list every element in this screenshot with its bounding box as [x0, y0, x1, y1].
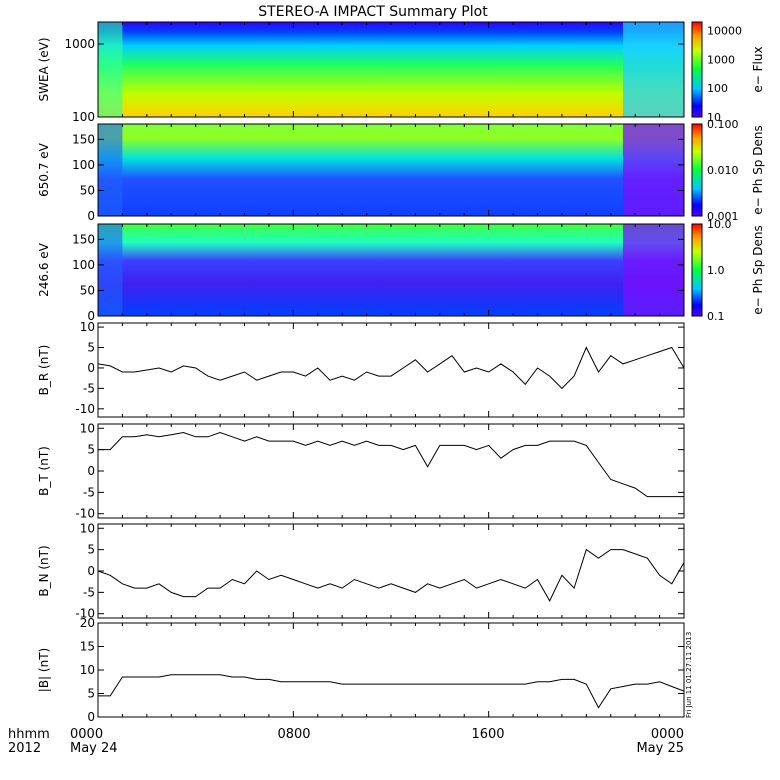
y-tick-label-6-4: 20	[80, 616, 95, 630]
heatmap-late-region-1	[622, 124, 684, 216]
panel-frame-5	[97, 523, 685, 619]
heatmap-field-2	[98, 224, 684, 316]
colorbar-1	[691, 123, 703, 217]
colorbar-tick-label-0-3: 10000	[707, 25, 742, 38]
y-tick-label-5-1: -5	[83, 585, 95, 599]
time-tick-label-3: 1600	[471, 727, 504, 742]
y-tick-label-2-2: 100	[72, 258, 95, 272]
y-tick-label-4-2: 0	[87, 464, 95, 478]
heatmap-late-region-2	[622, 224, 684, 316]
y-tick-label-3-2: 0	[87, 361, 95, 375]
heatmap-field-1	[98, 124, 684, 216]
y-tick-label-5-3: 5	[87, 543, 95, 557]
heatmap-onset-1	[98, 124, 123, 216]
y-tick-label-1-2: 100	[72, 158, 95, 172]
hhmm-label: hhmm	[8, 727, 50, 742]
y-tick-label-4-4: 10	[80, 421, 95, 435]
date-label-end: May 25	[636, 741, 684, 756]
panel-frame-3	[97, 322, 685, 418]
y-axis-label-3: B_R (nT)	[37, 345, 51, 396]
colorbar-tick-label-0-1: 100	[707, 82, 728, 95]
y-tick-label-3-3: 5	[87, 341, 95, 355]
y-tick-label-4-3: 5	[87, 443, 95, 457]
y-tick-label-6-2: 10	[80, 663, 95, 677]
colorbar-label-1: e− Ph Sp Dens	[751, 125, 765, 214]
y-tick-label-6-3: 15	[80, 640, 95, 654]
y-tick-label-6-1: 5	[87, 687, 95, 701]
time-tick-label-2: 0800	[277, 727, 310, 742]
colorbar-tick-label-2-0: 0.1	[707, 310, 725, 323]
y-tick-label-1-0: 0	[87, 209, 95, 223]
time-axis-labels: hhmm 2012 0000 0800 1600 0000 May 24 May…	[8, 727, 684, 756]
colorbar-tick-label-0-2: 1000	[707, 53, 735, 66]
colorbar-label-2: e− Ph Sp Dens	[751, 225, 765, 314]
colorbar-2	[691, 223, 703, 317]
colorbar-tick-label-1-1: 0.010	[707, 164, 739, 177]
timestamp-stamp: Fri Jun 11 01:27:11 2013	[685, 632, 693, 718]
colorbar-tick-label-0-0: 10	[707, 111, 721, 124]
trace-br	[97, 346, 685, 390]
y-tick-label-5-4: 10	[80, 521, 95, 535]
plot-title: STEREO-A IMPACT Summary Plot	[258, 4, 488, 20]
trace-bn	[97, 548, 685, 602]
y-tick-label-1-1: 50	[80, 183, 95, 197]
y-tick-label-4-1: -5	[83, 485, 95, 499]
y-tick-label-0-1: 1000	[64, 37, 95, 51]
time-tick-label-4: 0000	[651, 727, 684, 742]
colorbar-0	[691, 21, 703, 118]
y-tick-label-2-1: 50	[80, 283, 95, 297]
date-label-start: May 24	[70, 741, 118, 756]
colorbar-label-0: e− Flux	[751, 46, 765, 92]
y-tick-label-2-3: 150	[72, 232, 95, 246]
y-tick-label-4-0: -10	[75, 507, 95, 521]
colorbar-tick-label-2-1: 1.0	[707, 264, 725, 277]
y-axis-label-2: 246.6 eV	[37, 242, 51, 297]
heatmap-onset-2	[98, 224, 123, 316]
y-axis-label-5: B_N (nT)	[37, 545, 51, 596]
y-tick-label-3-0: -10	[75, 402, 95, 416]
panel-frame-4	[97, 423, 685, 519]
year-label: 2012	[8, 741, 41, 756]
y-tick-label-5-2: 0	[87, 564, 95, 578]
y-tick-label-2-0: 0	[87, 309, 95, 323]
y-tick-label-1-3: 150	[72, 132, 95, 146]
y-tick-label-3-1: -5	[83, 381, 95, 395]
y-axis-label-4: B_T (nT)	[37, 446, 51, 496]
heatmap-onset-0	[98, 22, 123, 117]
y-axis-label-6: |B| (nT)	[37, 648, 51, 692]
y-axis-label-0: SWEA (eV)	[37, 37, 51, 101]
trace-bt	[98, 431, 684, 498]
y-tick-label-5-0: -10	[75, 607, 95, 621]
y-axis-label-1: 650.7 eV	[37, 142, 51, 197]
heatmap-late-region-0	[622, 22, 684, 117]
heatmap-field-0	[98, 22, 684, 117]
colorbar-tick-label-1-2: 0.100	[707, 118, 739, 131]
time-tick-label-1: 0000	[70, 727, 103, 742]
y-tick-label-0-0: 100	[72, 110, 95, 124]
y-tick-label-6-0: 0	[87, 710, 95, 724]
y-tick-label-3-4: 10	[80, 320, 95, 334]
colorbar-tick-label-1-0: 0.001	[707, 210, 739, 223]
trace-bmag	[98, 674, 685, 709]
colorbar-tick-label-2-2: 10.0	[707, 218, 732, 231]
